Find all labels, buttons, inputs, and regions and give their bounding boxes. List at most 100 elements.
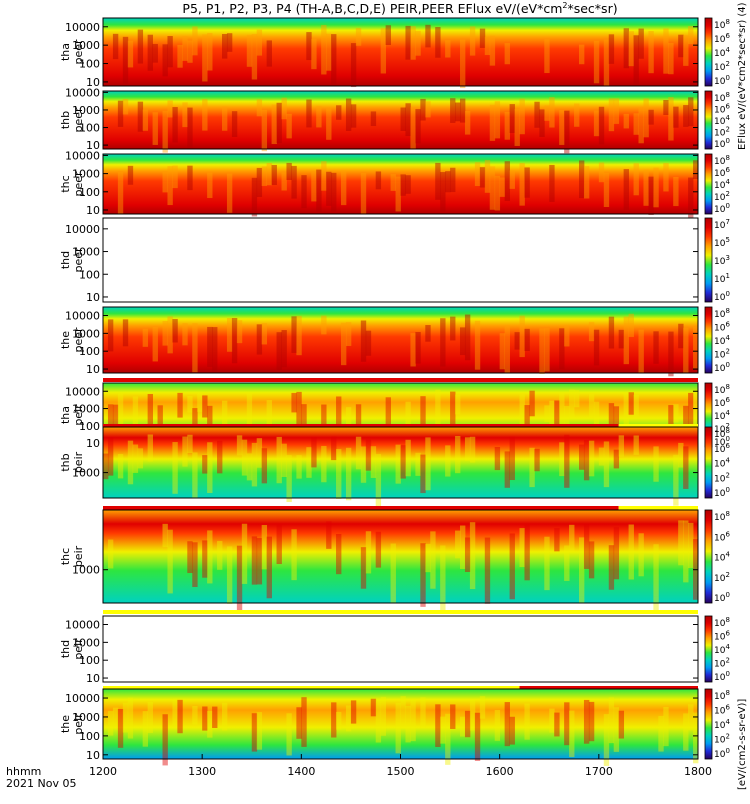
colorbar-thc_peer xyxy=(704,153,713,215)
colorbar-tick-label: 100 xyxy=(714,747,730,760)
x-tick-label: 1800 xyxy=(684,765,712,778)
y-tick-label: 10000 xyxy=(65,385,100,398)
y-tick-label: 10 xyxy=(86,291,100,304)
spectrogram-tha_peer xyxy=(103,18,698,86)
colorbar-stack-label: EFlux eV/(eV*cm2*sec*sr) (4) xyxy=(737,2,748,150)
mode-bar-yellow xyxy=(103,686,520,690)
mode-bar-yellow xyxy=(618,506,698,510)
y-tick-label: 10 xyxy=(86,363,100,376)
colorbar-tick-label: 108 xyxy=(714,307,730,320)
colorbar-tick-label: 105 xyxy=(714,236,730,249)
y-tick-label: 1000 xyxy=(72,168,100,181)
colorbar-tick-label: 106 xyxy=(714,704,730,717)
colorbar-thb_peir xyxy=(704,426,713,499)
mode-bar-red xyxy=(103,506,619,510)
colorbar-thc_peir xyxy=(704,509,713,604)
y-tick-label: 100 xyxy=(79,268,100,281)
panel-label-probe: thd xyxy=(59,640,72,658)
plot-title-sup: 2 xyxy=(562,1,567,10)
y-tick-label: 10 xyxy=(86,672,100,685)
y-tick-label: 10 xyxy=(86,76,100,89)
panel-label-probe: the xyxy=(59,331,72,349)
plot-title-tail: *sec*sr) xyxy=(567,1,617,16)
panel-label-instrument: peer xyxy=(72,107,85,133)
y-tick-label: 10000 xyxy=(65,86,100,99)
colorbar-tick-label: 102 xyxy=(714,126,730,139)
colorbar-tick-label: 100 xyxy=(714,290,730,303)
panel-frame xyxy=(102,615,699,683)
colorbar-tick-label: 102 xyxy=(714,733,730,746)
y-tick-label: 1000 xyxy=(72,711,100,724)
time-axis: 1200 1300 1400 1500 1600 1700 1800 xyxy=(89,754,712,778)
panel-label-instrument: peir xyxy=(72,451,85,473)
mode-bar xyxy=(103,378,698,382)
colorbar-tick-label: 106 xyxy=(714,103,730,116)
spectrogram-thb_peer xyxy=(103,91,698,149)
y-tick-label: 100 xyxy=(79,654,100,667)
y-tick-label: 1000 xyxy=(72,403,100,416)
colorbar-tick-label: 104 xyxy=(714,551,730,564)
y-tick-label: 10 xyxy=(86,139,100,152)
y-tick-label: 10000 xyxy=(65,149,100,162)
x-tick-label: 1600 xyxy=(486,765,514,778)
y-tick-label: 100 xyxy=(79,122,100,135)
y-tick-label: 10000 xyxy=(65,619,100,632)
colorbar-tick-label: 104 xyxy=(714,114,730,127)
y-tick-label: 1000 xyxy=(72,39,100,52)
y-tick-label: 100 xyxy=(79,58,100,71)
y-tick-label: 1000 xyxy=(72,467,100,480)
colorbar-the_peir xyxy=(704,688,713,760)
colorbar-thd_peir xyxy=(704,615,713,683)
colorbar-tick-label: 106 xyxy=(714,32,730,45)
panel-label-probe: thc xyxy=(59,175,72,192)
colorbar-tick-label: 102 xyxy=(714,471,730,484)
panel-label-instrument: peir xyxy=(72,638,85,660)
panel-label-instrument: peer xyxy=(72,171,85,197)
panel-frame xyxy=(102,306,699,374)
spectrogram-thc_peer xyxy=(103,154,698,214)
y-tick-label: 1000 xyxy=(72,636,100,649)
colorbar-tick-label: 100 xyxy=(714,486,730,499)
x-tick-label: 1300 xyxy=(188,765,216,778)
x-tick-label: 1700 xyxy=(585,765,613,778)
y-tick-label: 10000 xyxy=(65,310,100,323)
y-tick-label: 1000 xyxy=(72,246,100,259)
panel-label-instrument: peer xyxy=(72,247,85,273)
panel-thd_peer: 10 100 1000 10000 thd peer 107 105 103 101 100 xyxy=(59,217,730,304)
colorbar-tick-label: 106 xyxy=(714,166,730,179)
y-tick-label: 100 xyxy=(79,420,100,433)
colorbar-tick-label: 101 xyxy=(714,272,730,285)
colorbar-tick-label: 104 xyxy=(714,409,730,422)
colorbar-tick-label: 100 xyxy=(714,74,730,87)
mode-bar xyxy=(103,610,698,614)
panel-frame xyxy=(102,217,699,303)
colorbar-tick-label: 104 xyxy=(714,457,730,470)
mode-bar-red xyxy=(519,686,698,690)
mode-bar-yellow xyxy=(618,424,698,428)
colorbar-tick-label: 100 xyxy=(714,591,730,604)
panel-frame xyxy=(102,90,699,150)
panel-frame xyxy=(102,509,699,604)
colorbar-tick-label: 100 xyxy=(714,435,730,448)
colorbar-tick-label: 102 xyxy=(714,571,730,584)
colorbar-tick-label: 104 xyxy=(714,643,730,656)
spectrogram-thc_peir xyxy=(103,510,698,603)
spectrogram-thb_peir xyxy=(103,427,698,498)
spectrogram-the_peir xyxy=(103,689,698,759)
colorbar-tha_peer xyxy=(704,17,713,87)
colorbar-tick-label: 102 xyxy=(714,657,730,670)
panel-label-instrument: peer xyxy=(72,39,85,65)
x-tick-label: 1500 xyxy=(387,765,415,778)
y-tick-label: 10 xyxy=(86,749,100,762)
colorbar-tick-label: 102 xyxy=(714,190,730,203)
colorbar-tick-label: 103 xyxy=(714,254,730,267)
panel-frame xyxy=(102,153,699,215)
plot-title: P5, P1, P2, P3, P4 (TH-A,B,C,D,E) PEIR,P… xyxy=(182,1,617,16)
